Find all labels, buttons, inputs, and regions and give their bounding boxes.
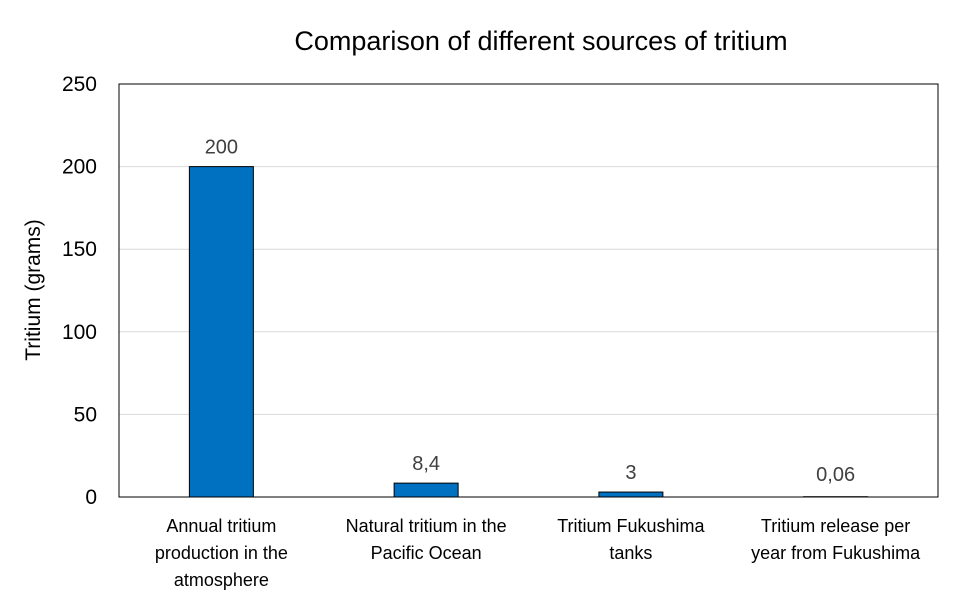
y-tick-label: 100 <box>62 321 97 344</box>
data-labels: 200 8,4 3 0,06 <box>205 137 855 486</box>
bar <box>188 166 254 498</box>
y-axis-label: Tritium (grams) <box>22 219 45 361</box>
bar <box>393 482 459 498</box>
category-labels: Annual tritium production in the atmospher… <box>155 516 921 590</box>
plot-area-frame <box>118 83 939 498</box>
category-label: Tritium release per <box>761 516 910 536</box>
data-label: 8,4 <box>412 453 440 475</box>
y-tick-label: 150 <box>62 238 97 261</box>
bar <box>598 491 664 498</box>
category-label: atmosphere <box>174 570 269 590</box>
category-label: Natural tritium in the <box>346 516 507 536</box>
y-tick-label: 50 <box>74 403 97 426</box>
y-tick-label: 200 <box>62 156 97 179</box>
data-label: 0,06 <box>816 464 855 486</box>
data-label: 3 <box>625 462 636 484</box>
y-axis-ticks: 0 50 100 150 200 250 <box>62 73 97 509</box>
category-label: Annual tritium <box>166 516 276 536</box>
data-label: 200 <box>205 137 238 159</box>
bars <box>188 166 869 498</box>
category-label: Tritium Fukushima <box>557 516 705 536</box>
category-label: tanks <box>609 543 652 563</box>
category-label: year from Fukushima <box>751 543 921 563</box>
gridlines <box>119 166 938 415</box>
y-tick-label: 0 <box>85 486 97 509</box>
category-label: Pacific Ocean <box>371 543 482 563</box>
y-tick-label: 250 <box>62 73 97 96</box>
chart-title: Comparison of different sources of triti… <box>294 26 787 56</box>
category-label: production in the <box>155 543 288 563</box>
